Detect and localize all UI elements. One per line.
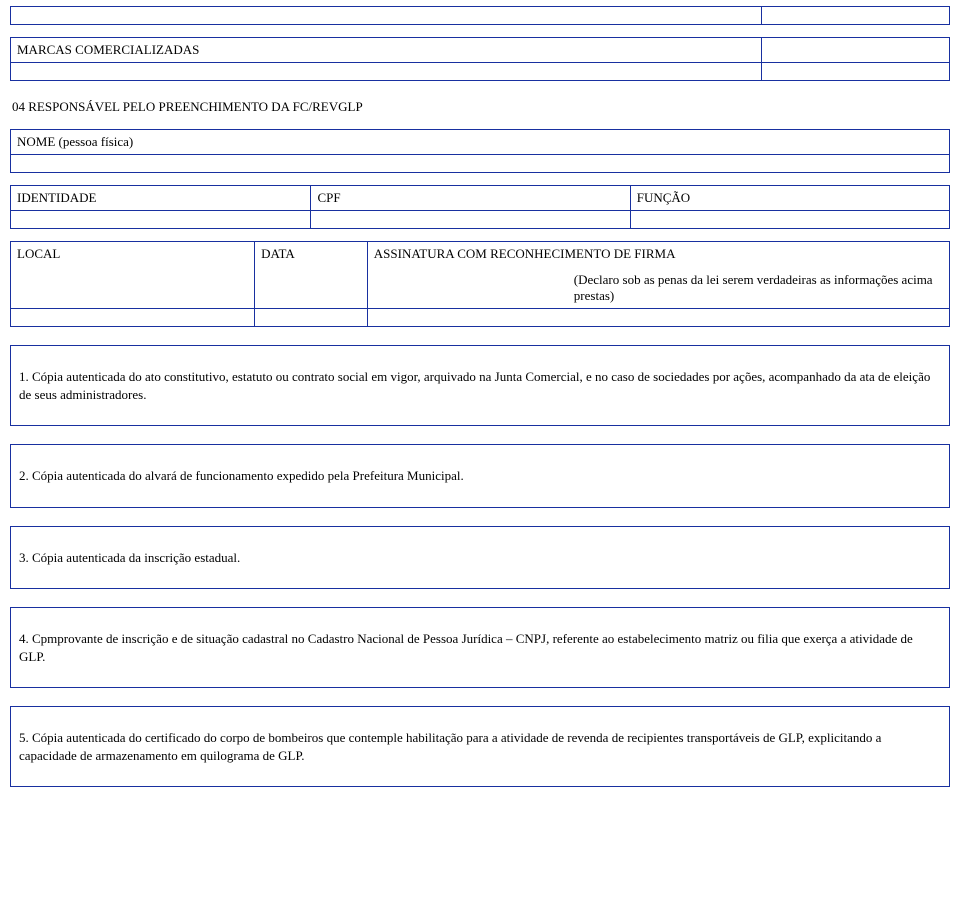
requirement-3: 3. Cópia autenticada da inscrição estadu… [10,526,950,590]
nome-label: NOME (pessoa física) [17,134,133,149]
requirement-5: 5. Cópia autenticada do certificado do c… [10,706,950,787]
marcas-right-blank-top [762,38,950,63]
assinatura-label: ASSINATURA COM RECONHECIMENTO DE FIRMA [374,246,943,262]
declaro-text: (Declaro sob as penas da lei serem verda… [374,272,943,304]
marcas-table: MARCAS COMERCIALIZADAS [10,37,950,81]
funcao-label: FUNÇÃO [637,190,690,205]
top-blank-right [762,7,950,25]
nome-value [11,155,950,173]
data-value [255,309,368,327]
marcas-value-left [11,63,762,81]
data-label: DATA [261,246,295,261]
assinatura-label-cell: ASSINATURA COM RECONHECIMENTO DE FIRMA (… [367,242,949,309]
requirement-4: 4. Cpmprovante de inscrição e de situaçã… [10,607,950,688]
assinatura-value [367,309,949,327]
funcao-label-cell: FUNÇÃO [630,186,949,211]
requirement-2: 2. Cópia autenticada do alvará de funcio… [10,444,950,508]
local-label-cell: LOCAL [11,242,255,309]
cpf-value [311,211,630,229]
funcao-value [630,211,949,229]
data-label-cell: DATA [255,242,368,309]
local-label: LOCAL [17,246,60,261]
id-cpf-funcao-table: IDENTIDADE CPF FUNÇÃO [10,185,950,229]
identidade-value [11,211,311,229]
identidade-label-cell: IDENTIDADE [11,186,311,211]
cpf-label: CPF [317,190,340,205]
nome-table: NOME (pessoa física) [10,129,950,173]
marcas-label-cell: MARCAS COMERCIALIZADAS [11,38,762,63]
nome-label-cell: NOME (pessoa física) [11,130,950,155]
local-data-assinatura-table: LOCAL DATA ASSINATURA COM RECONHECIMENTO… [10,241,950,327]
cpf-label-cell: CPF [311,186,630,211]
marcas-label: MARCAS COMERCIALIZADAS [17,42,199,57]
top-blank-left [11,7,762,25]
marcas-value-right [762,63,950,81]
section-04-heading: 04 RESPONSÁVEL PELO PREENCHIMENTO DA FC/… [12,99,950,115]
requirement-1: 1. Cópia autenticada do ato constitutivo… [10,345,950,426]
top-blank-row [10,6,950,25]
identidade-label: IDENTIDADE [17,190,96,205]
local-value [11,309,255,327]
